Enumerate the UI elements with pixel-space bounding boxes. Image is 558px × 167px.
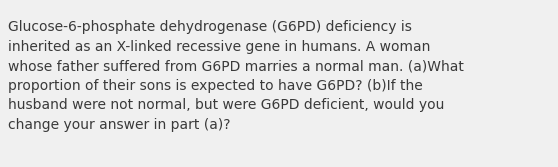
Text: Glucose-6-phosphate dehydrogenase (G6PD) deficiency is
inherited as an X-linked : Glucose-6-phosphate dehydrogenase (G6PD)… [8, 20, 464, 132]
